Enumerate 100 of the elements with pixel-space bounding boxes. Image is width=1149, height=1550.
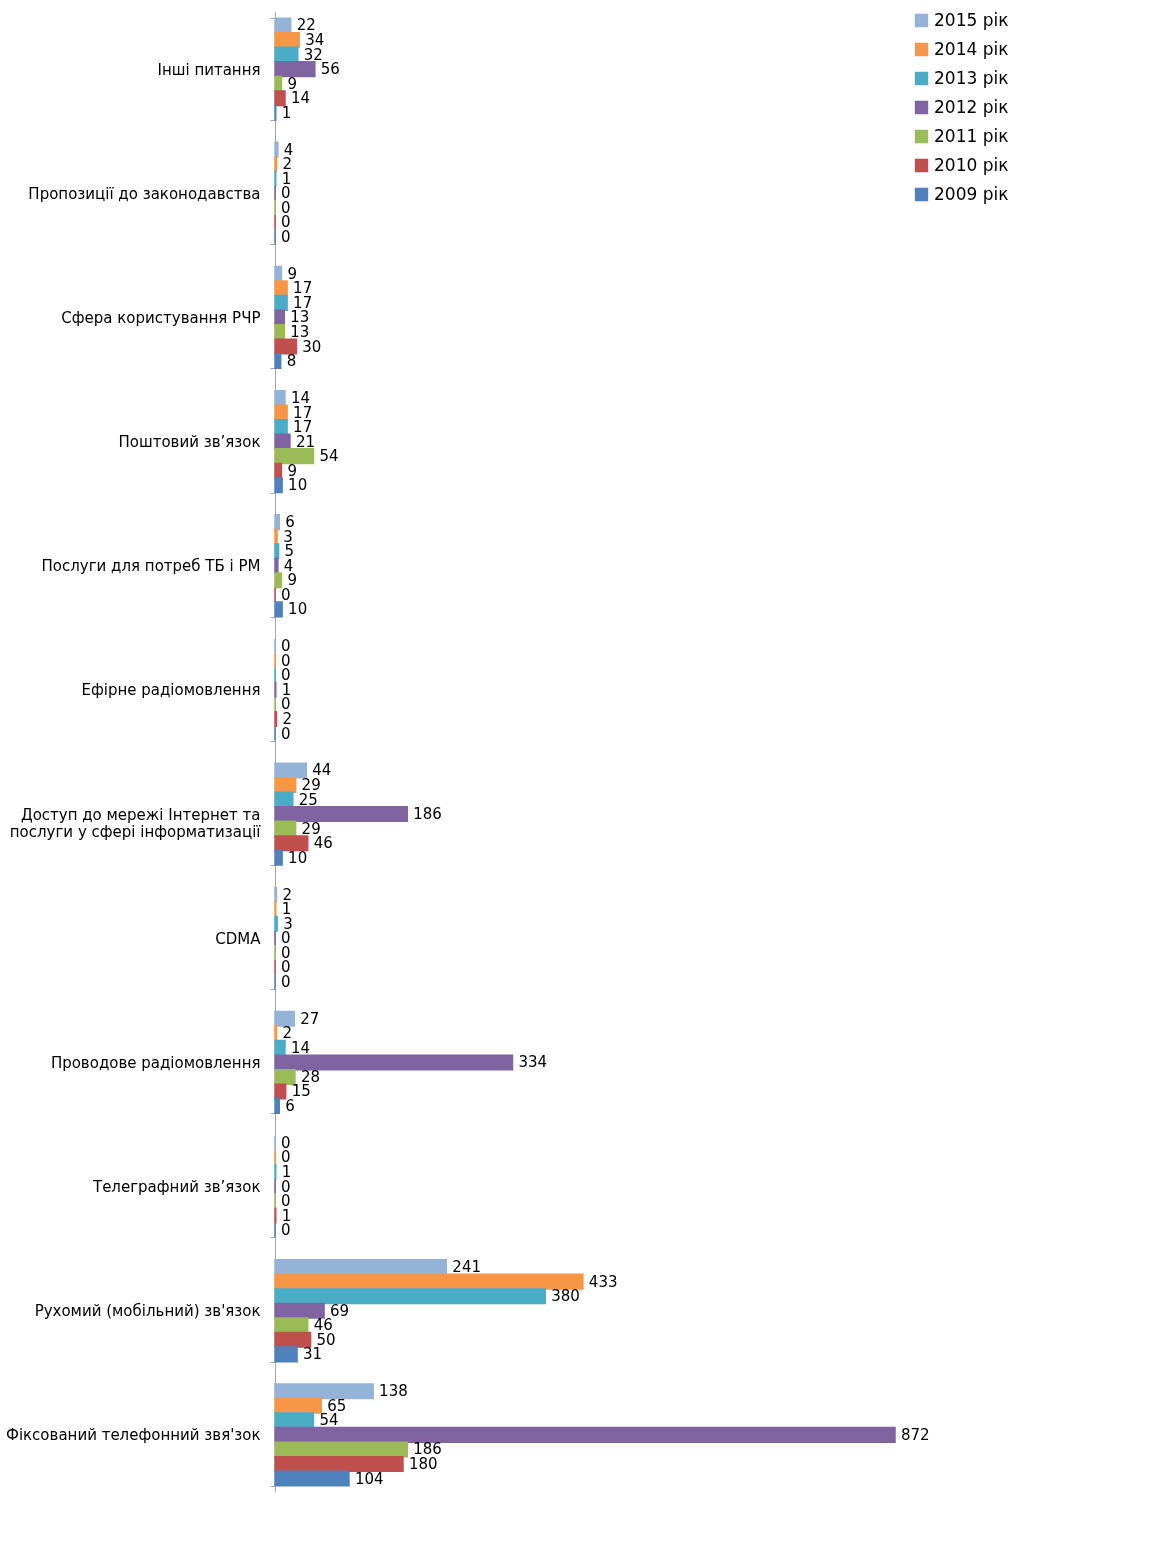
data-label: 0 [281,724,291,743]
bar [274,1470,350,1487]
bar [274,1288,546,1305]
data-label: 8 [286,352,297,371]
bar [274,1317,309,1334]
bar [274,448,315,465]
bar [274,528,278,545]
bar [274,557,279,574]
data-label: 6 [285,1097,295,1116]
data-label: 241 [452,1258,481,1277]
y-tick-label: Рухомий (мобільний) зв'язок [34,1302,261,1321]
data-label: 10 [288,848,308,867]
data-label: 0 [281,227,291,246]
bar [274,835,309,852]
bar [274,1083,287,1100]
bar [274,601,283,618]
y-tick-label: Послуги для потреб ТБ і РМ [41,557,261,576]
bar [274,1302,325,1319]
data-label: 14 [290,388,311,407]
bar [274,1455,404,1472]
data-label: 10 [288,476,308,495]
y-tick-label: Інші питання [157,60,261,79]
y-tick-label: Телеграфний зв’язок [91,1178,261,1197]
legend-label: 2015 рік [934,9,1009,30]
bar [274,75,283,92]
data-label: 0 [281,972,291,991]
bar [274,1383,374,1400]
bar [274,849,283,866]
bar [274,477,283,494]
bar [274,1346,298,1363]
data-label: 0 [281,1221,291,1240]
bar [274,61,316,78]
data-label: 32 [303,45,323,64]
legend-label: 2014 рік [934,38,1009,59]
bar [274,1068,296,1085]
y-tick-label: Сфера користування РЧР [61,308,261,327]
y-tick-label: CDMA [215,929,262,948]
data-label: 1 [281,103,292,122]
data-label: 186 [413,805,442,824]
data-label: 2 [282,1024,292,1043]
bar [274,462,283,479]
data-label: 27 [300,1009,320,1028]
bar [274,46,299,63]
bar [274,1331,312,1348]
bar [274,265,283,282]
y-tick-label: Ефірне радіомовлення [81,681,261,700]
legend-label: 2012 рік [934,96,1009,117]
data-label: 380 [551,1287,580,1306]
data-label: 31 [303,1345,323,1364]
data-label: 14 [290,89,311,108]
bar [274,353,282,370]
data-label: 872 [901,1425,930,1444]
bar [274,294,288,311]
bar [274,1010,295,1027]
legend-label: 2011 рік [934,125,1009,146]
y-tick-label: Доступ до мережі Інтернет та послуги у сфері інформатизації [9,805,262,841]
data-label: 69 [330,1301,350,1320]
bar [274,309,285,326]
data-label: 56 [320,60,340,79]
y-tick-label: Проводове радіомовлення [50,1053,261,1072]
bar [274,280,288,297]
data-label: 54 [319,1411,339,1430]
bar [274,514,281,531]
bar [274,1039,286,1056]
data-label: 104 [354,1469,384,1488]
bar [274,17,292,34]
bar [274,791,294,808]
y-tick-label: Фіксований телефонний звя'зок [5,1426,261,1445]
bar [274,389,286,406]
bar [274,1426,896,1443]
legend-label: 2013 рік [934,67,1009,88]
bar [274,1098,281,1115]
bar [274,543,280,560]
legend-label: 2010 рік [934,154,1009,175]
data-label: 46 [313,834,333,853]
data-label: 138 [379,1382,408,1401]
bar [274,433,291,450]
bar [274,762,308,779]
data-label: 54 [319,447,339,466]
bar [274,1412,315,1429]
bar [274,1259,448,1276]
bar [274,915,278,932]
bar [274,806,408,823]
y-tick-label: Пропозиції до законодавства [28,184,261,203]
data-label: 21 [295,432,316,451]
bar [274,419,288,436]
data-label: 433 [588,1272,618,1291]
data-label: 10 [288,600,308,619]
bar [274,572,283,589]
data-label: 14 [290,1038,311,1057]
legend-label: 2009 рік [934,183,1009,204]
data-label: 180 [408,1454,438,1473]
bar [274,32,300,49]
bar [274,1054,514,1071]
bar [274,90,286,107]
bar [274,338,298,355]
bar [274,1441,408,1458]
bar [274,323,285,340]
bar [274,141,279,158]
bar [274,404,288,421]
